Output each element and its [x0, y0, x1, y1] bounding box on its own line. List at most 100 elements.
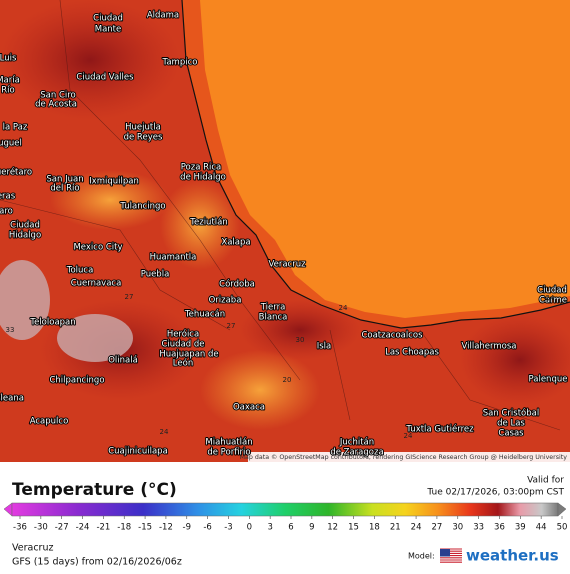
model-run: GFS (15 days) from 02/16/2026/06z — [12, 557, 182, 568]
warm-area — [160, 180, 240, 270]
city-label: Cuernavaca — [71, 279, 122, 289]
city-label: Ciudad — [537, 286, 567, 296]
city-label: Orizaba — [209, 296, 242, 306]
city-label: San Ciro — [40, 91, 76, 101]
city-label: Las Choapas — [385, 348, 439, 358]
city-label: Heróica — [167, 329, 199, 340]
city-label: Blanca — [259, 313, 288, 323]
city-label: San Juan — [46, 175, 83, 185]
heat-area — [460, 315, 570, 405]
tick-label: -36 — [13, 523, 27, 533]
city-label: Río — [1, 86, 14, 96]
cool-area — [0, 260, 50, 340]
model-label: Model: — [408, 552, 435, 561]
city-label: Ciudad Valles — [76, 73, 134, 83]
colorbar-ticks: -36 -30 -27 -24 -21 -18 -15 -12 -9 -6 -3 0 3 6 9 12 15 18… — [13, 516, 567, 533]
map: Map data © OpenStreetMap contributors, r… — [0, 0, 570, 462]
contour-label: 24 — [160, 428, 169, 436]
colorbar-min-arrow — [3, 502, 13, 517]
contour-label: 30 — [296, 336, 305, 344]
legend-title: Temperature (°C) — [12, 480, 177, 500]
city-label: Toluca — [66, 266, 94, 276]
tick-label: 36 — [494, 523, 505, 533]
tick-label: 18 — [369, 523, 380, 533]
city-label: Palenque — [529, 375, 568, 385]
borders — [0, 0, 561, 431]
city-label: Veracruz — [268, 260, 306, 270]
city-label: eras — [0, 192, 16, 202]
tick-label: 27 — [432, 523, 443, 533]
tick-label: 15 — [348, 523, 359, 533]
tick-label: 33 — [473, 523, 484, 533]
tick-label: 6 — [288, 523, 293, 533]
city-label: de Zaragoza — [330, 448, 383, 458]
flag-stripes — [440, 548, 462, 563]
city-label: Huejutla — [125, 123, 161, 133]
contour-label: 33 — [6, 326, 15, 334]
city-label: Xalapa — [221, 238, 250, 248]
tick-label: -24 — [76, 523, 90, 533]
contour-label: 20 — [283, 376, 292, 384]
tick-label: -12 — [159, 523, 173, 533]
city-label: Oaxaca — [233, 403, 265, 413]
city-label: León — [173, 358, 193, 369]
city-label: uguel — [0, 139, 22, 149]
contour-label: 27 — [125, 293, 134, 301]
tick-label: 44 — [536, 523, 547, 533]
city-label: Chilpancingo — [49, 376, 104, 386]
city-label: Tulancingo — [119, 202, 165, 212]
city-label: Isla — [317, 342, 332, 352]
city-label: Huajuapan de — [159, 350, 218, 360]
tick-label: -18 — [117, 523, 131, 533]
city-label: de Reyes — [124, 133, 163, 143]
city-label: Carme — [539, 296, 567, 306]
city-label: María — [0, 76, 20, 86]
warm-area — [50, 170, 170, 230]
city-label: Mante — [95, 25, 122, 35]
tick-label: -9 — [183, 523, 191, 533]
location: Veracruz — [12, 543, 53, 554]
contour-label: 24 — [404, 432, 413, 440]
city-label: sleana — [0, 394, 24, 404]
valid-time: Tue 02/17/2026, 03:00pm CST — [426, 488, 564, 498]
city-label: San Cristóbal — [483, 408, 539, 419]
tick-label: 39 — [515, 523, 526, 533]
city-label: Luis — [0, 54, 17, 64]
city-label: Villahermosa — [461, 342, 516, 352]
flag-canton — [440, 549, 450, 557]
city-label: aro — [0, 207, 13, 217]
city-label: Tuxtla Gutiérrez — [405, 424, 474, 435]
city-label: uerétaro — [0, 167, 32, 178]
tick-label: -6 — [203, 523, 211, 533]
city-label: la Paz — [3, 123, 28, 133]
tick-label: 12 — [327, 523, 338, 533]
tick-label: 24 — [411, 523, 422, 533]
city-label: de Porfirio — [207, 448, 250, 458]
city-label: de Hidalgo — [180, 173, 226, 183]
city-label: Ciudad de — [161, 340, 204, 350]
colorbar — [11, 502, 559, 517]
city-label: Hidalgo — [9, 231, 41, 241]
city-label: Olinalá — [108, 356, 138, 366]
tick-label: 0 — [247, 523, 252, 533]
city-label: Ciudad — [93, 14, 123, 24]
city-label: Coatzacoalcos — [361, 331, 423, 341]
city-label: Poza Rica — [181, 163, 222, 173]
city-label: Juchitán — [339, 438, 374, 448]
tick-label: 21 — [390, 523, 401, 533]
city-label: Mexico City — [73, 243, 122, 253]
city-label: de Las — [497, 419, 525, 429]
cool-area — [57, 314, 133, 362]
city-label: Ciudad — [10, 221, 40, 231]
attribution-bg — [248, 452, 570, 462]
tick-label: -3 — [224, 523, 232, 533]
city-label: Córdoba — [219, 279, 255, 290]
heat-area — [0, 0, 180, 120]
valid-label: Valid for — [527, 476, 564, 486]
tick-label: -27 — [55, 523, 69, 533]
tick-label: 50 — [557, 523, 568, 533]
city-label: Acapulco — [30, 417, 69, 427]
